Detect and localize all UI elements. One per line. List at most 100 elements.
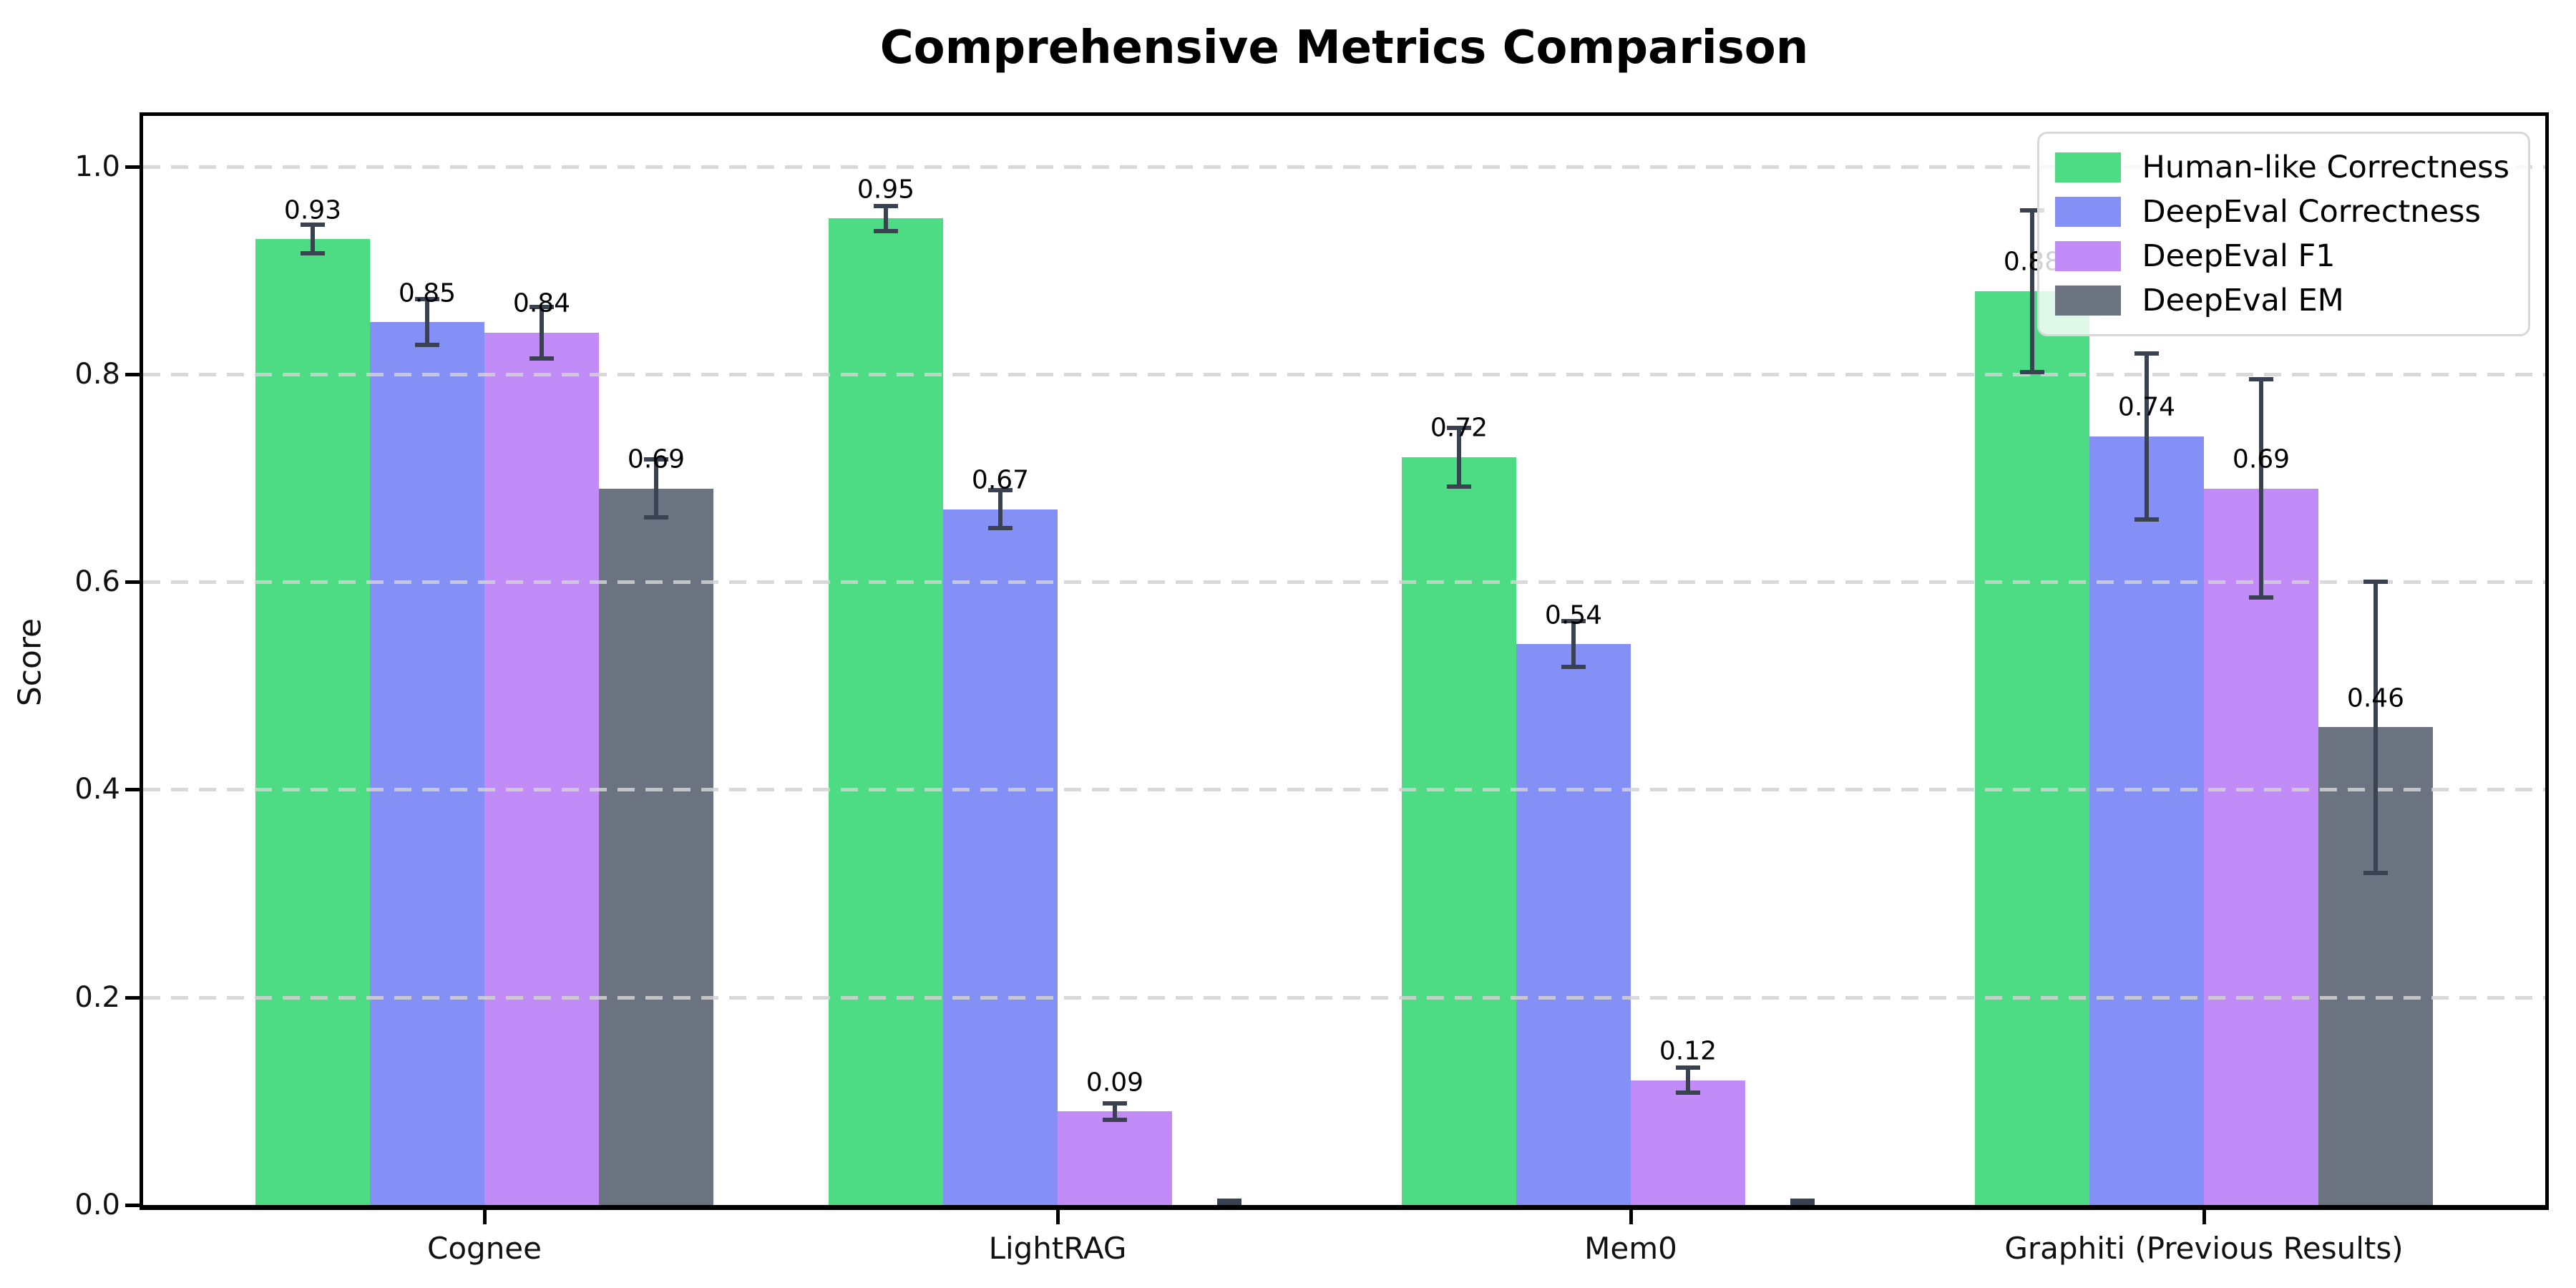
x-tick-label: Mem0 [1584, 1231, 1677, 1266]
error-bar-cap-bottom [415, 343, 439, 348]
error-bar-cap-bottom [644, 515, 668, 520]
y-tick-label: 0.2 [74, 980, 120, 1014]
x-tick-mark [1629, 1210, 1633, 1224]
error-bar-whisker [2030, 210, 2034, 372]
y-tick-mark [125, 372, 140, 376]
legend: Human-like Correctness DeepEval Correctne… [2036, 132, 2530, 336]
x-tick-mark [1056, 1210, 1060, 1224]
error-bar-cap-bottom [1561, 665, 1586, 670]
bar-value-label: 0.85 [398, 278, 457, 308]
error-bar-whisker [884, 205, 888, 231]
bar-value-label: 0.12 [1659, 1036, 1717, 1066]
bar-value-label: 0.69 [2232, 444, 2290, 474]
error-bar-cap-bottom [988, 525, 1013, 530]
error-bar-cap-top [301, 222, 325, 227]
bar [2089, 436, 2204, 1205]
y-tick-mark [125, 580, 140, 585]
error-bar-whisker [2373, 582, 2378, 873]
error-bar-whisker [998, 490, 1002, 528]
y-tick-label: 0.4 [74, 773, 120, 806]
y-tick-mark [125, 995, 140, 1000]
bar [484, 332, 599, 1205]
bar-value-label: 0.54 [1544, 600, 1603, 630]
bar-value-label: 0.74 [2117, 392, 2176, 422]
error-bar-whisker [540, 306, 544, 359]
error-bar-cap-top [1561, 619, 1586, 624]
error-bar-cap-bottom [2135, 517, 2159, 522]
x-tick-mark [2202, 1210, 2206, 1224]
error-bar-whisker [2259, 379, 2263, 597]
x-tick-label: Cognee [427, 1231, 542, 1266]
error-bar-whisker [654, 459, 658, 518]
y-tick-label: 0.8 [74, 357, 120, 391]
gridline [143, 580, 2545, 585]
y-tick-mark [125, 165, 140, 169]
error-bar-cap-top [530, 304, 554, 309]
legend-item: DeepEval EM [2054, 278, 2509, 323]
left-spine [140, 112, 143, 1210]
bar-value-label: 0.69 [627, 444, 686, 474]
y-tick-mark [125, 1204, 140, 1207]
error-bar-cap-bottom [2249, 595, 2273, 600]
error-bar-whisker [2145, 353, 2149, 520]
gridline [143, 995, 2545, 1000]
bar [1402, 457, 1516, 1205]
error-bar-cap-top [2363, 580, 2388, 585]
legend-label: Human-like Correctness [2142, 150, 2509, 185]
error-bar-cap-top [1447, 426, 1471, 431]
error-bar-cap-top [2249, 377, 2273, 382]
error-bar-cap-top [2020, 208, 2044, 213]
error-bar-cap-top [644, 457, 668, 462]
legend-swatch [2054, 241, 2121, 271]
error-bar-cap-bottom [1676, 1091, 1700, 1096]
bar [370, 322, 484, 1205]
bar [829, 218, 943, 1205]
error-bar-cap-top [2135, 351, 2159, 356]
error-bar-cap-top [415, 297, 439, 302]
legend-item: DeepEval F1 [2054, 234, 2509, 278]
gridline [143, 788, 2545, 792]
bar [943, 509, 1058, 1205]
bar-value-label: 0.09 [1085, 1068, 1144, 1098]
error-bar-whisker [1457, 428, 1461, 487]
legend-label: DeepEval Correctness [2142, 194, 2481, 230]
bar-value-label: 0.46 [2346, 683, 2405, 713]
error-bar-whisker [1686, 1068, 1690, 1093]
error-bar-cap-top [874, 203, 898, 208]
error-bar-cap-top [1217, 1199, 1241, 1204]
bar [2204, 488, 2318, 1205]
x-tick-label: LightRAG [988, 1231, 1127, 1266]
bar-value-label: 0.84 [512, 288, 571, 318]
legend-swatch [2054, 152, 2121, 182]
x-tick-label: Graphiti (Previous Results) [2004, 1231, 2404, 1266]
y-tick-mark [125, 788, 140, 792]
bottom-spine [140, 1205, 2549, 1210]
chart-title: Comprehensive Metrics Comparison [879, 21, 1809, 74]
right-spine [2545, 112, 2549, 1210]
top-spine [140, 112, 2549, 116]
bar [599, 488, 713, 1205]
error-bar-cap-top [1790, 1199, 1815, 1204]
error-bar-cap-bottom [530, 356, 554, 361]
legend-label: DeepEval F1 [2142, 238, 2336, 274]
gridline [143, 372, 2545, 376]
bar [1631, 1080, 1745, 1205]
error-bar-cap-bottom [2363, 870, 2388, 875]
gridline [143, 165, 2545, 169]
bar [255, 239, 370, 1205]
bar [1516, 644, 1631, 1205]
error-bar-whisker [1571, 621, 1576, 668]
error-bar-cap-bottom [2020, 369, 2044, 374]
bar-value-label: 0.93 [283, 195, 342, 225]
error-bar-cap-top [988, 488, 1013, 493]
error-bar-whisker [311, 224, 315, 254]
bar-value-label: 0.72 [1430, 413, 1488, 443]
y-tick-label: 1.0 [74, 150, 120, 183]
error-bar-whisker [425, 299, 429, 346]
error-bar-cap-bottom [1103, 1117, 1127, 1122]
legend-item: Human-like Correctness [2054, 145, 2509, 190]
legend-label: DeepEval EM [2142, 283, 2344, 318]
legend-swatch [2054, 197, 2121, 227]
error-bar-cap-bottom [1447, 484, 1471, 489]
